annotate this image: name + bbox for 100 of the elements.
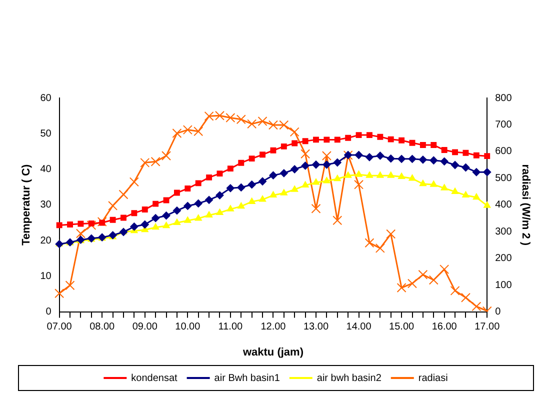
point	[172, 206, 181, 215]
point	[332, 216, 342, 226]
point	[258, 177, 267, 186]
point	[420, 142, 426, 148]
point	[258, 116, 268, 126]
point	[441, 147, 448, 153]
point	[131, 210, 138, 216]
point	[398, 172, 406, 179]
point	[364, 238, 374, 248]
point	[118, 190, 128, 200]
y-tick-label: 60	[40, 92, 52, 104]
point	[418, 156, 427, 164]
point	[483, 168, 492, 176]
point	[150, 156, 160, 166]
point	[248, 198, 256, 204]
point	[78, 220, 84, 227]
point	[184, 186, 191, 192]
point	[354, 151, 363, 160]
point	[238, 202, 245, 209]
point	[419, 180, 426, 186]
x-tick-label: 07.00	[46, 322, 72, 333]
point	[258, 196, 266, 202]
point	[440, 264, 450, 274]
x-tick-label: 11.00	[218, 322, 244, 333]
point	[356, 132, 362, 138]
point	[312, 178, 320, 185]
point	[344, 172, 352, 178]
point	[120, 214, 126, 221]
point	[237, 183, 246, 192]
point	[322, 150, 332, 160]
x-tick-label: 17.00	[474, 322, 500, 333]
y2-axis-title: radiasi (W/m 2 )	[519, 164, 532, 246]
point	[484, 153, 490, 160]
point	[386, 154, 395, 163]
x-tick-label: 08.00	[90, 322, 116, 333]
point	[269, 171, 278, 180]
point	[280, 169, 288, 178]
y2-tick-label: 100	[495, 280, 512, 291]
point	[172, 128, 182, 138]
point	[334, 136, 340, 143]
legend-label: radiasi	[418, 372, 448, 384]
point	[88, 220, 94, 226]
point	[375, 243, 385, 253]
point	[300, 149, 310, 159]
point	[322, 160, 331, 169]
point	[270, 191, 277, 198]
point	[292, 140, 298, 146]
point	[216, 170, 223, 177]
point	[450, 286, 460, 296]
x-tick-label: 12.00	[260, 322, 286, 333]
x-tick-label: 14.00	[346, 322, 372, 333]
point	[268, 120, 278, 130]
point	[260, 152, 266, 158]
point	[408, 174, 416, 181]
point	[142, 206, 148, 213]
y2-tick-label: 400	[495, 200, 512, 211]
point	[247, 119, 257, 129]
point	[323, 177, 330, 184]
y2-tick-label: 800	[495, 92, 512, 104]
y-tick-label: 50	[40, 128, 52, 140]
point	[355, 170, 362, 177]
point	[226, 184, 234, 192]
point	[173, 218, 180, 225]
point	[152, 214, 160, 222]
point	[409, 140, 416, 146]
point	[430, 142, 437, 148]
point	[472, 302, 482, 312]
point	[333, 158, 342, 166]
point	[366, 132, 372, 138]
point	[184, 216, 192, 223]
point	[452, 149, 458, 156]
y-tick-label: 30	[40, 200, 52, 211]
point	[110, 216, 116, 223]
point	[130, 222, 138, 231]
point	[216, 208, 224, 215]
point	[398, 154, 406, 163]
point	[162, 150, 172, 160]
point	[291, 186, 298, 192]
point	[162, 222, 170, 228]
point	[99, 220, 106, 226]
point	[301, 162, 310, 170]
point	[376, 152, 384, 160]
point	[238, 160, 244, 166]
point	[388, 136, 394, 142]
point	[408, 278, 417, 288]
point	[366, 172, 374, 178]
x-tick-label: 16.00	[432, 322, 458, 333]
point	[311, 204, 321, 214]
point	[56, 222, 62, 228]
point	[129, 177, 139, 187]
point	[280, 143, 287, 150]
point	[408, 154, 416, 163]
point	[280, 189, 288, 196]
legend-label: air Bwh basin1	[214, 372, 280, 384]
point	[140, 158, 150, 168]
point	[462, 163, 470, 172]
point	[365, 153, 374, 162]
x-axis-title: waktu (jam)	[242, 346, 304, 358]
point	[354, 180, 364, 190]
point	[324, 136, 330, 143]
